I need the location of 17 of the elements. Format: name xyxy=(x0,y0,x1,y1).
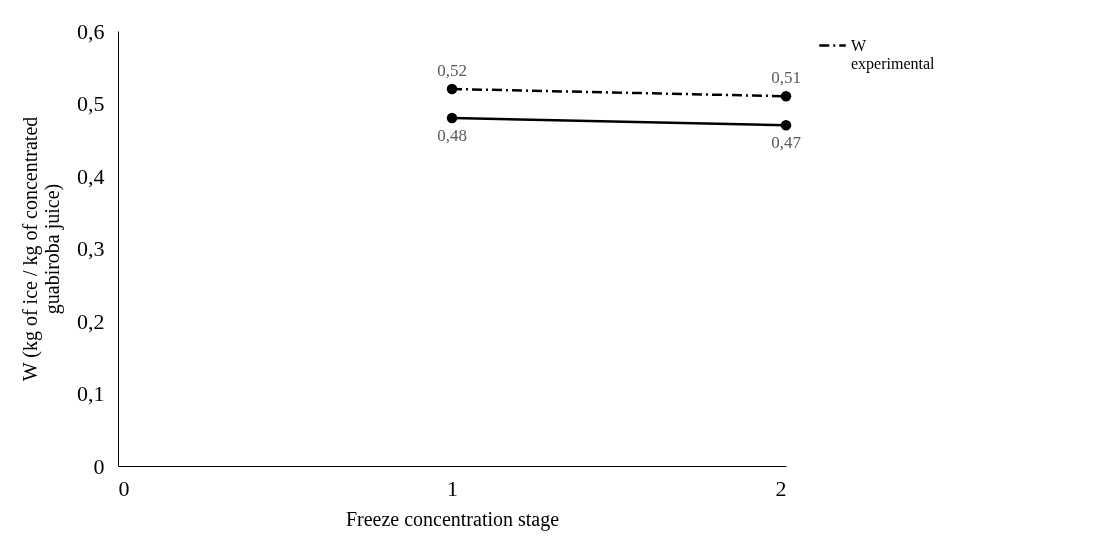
y-tick-label: 0,3 xyxy=(77,236,105,261)
y-axis-title: W (kg of ice / kg of concentrated guabiroba juice) xyxy=(19,116,64,382)
x-axis-title: Freeze concentration stage xyxy=(345,507,560,531)
x-tick-label: 1 xyxy=(447,475,458,501)
y-tick-label: 0,5 xyxy=(77,91,105,116)
y-tick-label: 0,4 xyxy=(77,163,105,189)
x-tick-label: 2 xyxy=(775,475,787,501)
y-tick-label: 0 xyxy=(93,453,105,479)
x-tick-label: 0 xyxy=(118,475,130,501)
data-label: 0,47 xyxy=(771,133,802,153)
data-label: 0,51 xyxy=(771,68,801,88)
y-tick-label: 0,6 xyxy=(77,18,105,44)
y-tick-label: 0,2 xyxy=(77,308,105,334)
data-label: 0,52 xyxy=(437,61,467,80)
y-tick-label: 0,1 xyxy=(77,381,105,406)
data-label: 0,48 xyxy=(437,126,467,145)
legend-label: W experimental xyxy=(851,36,936,73)
